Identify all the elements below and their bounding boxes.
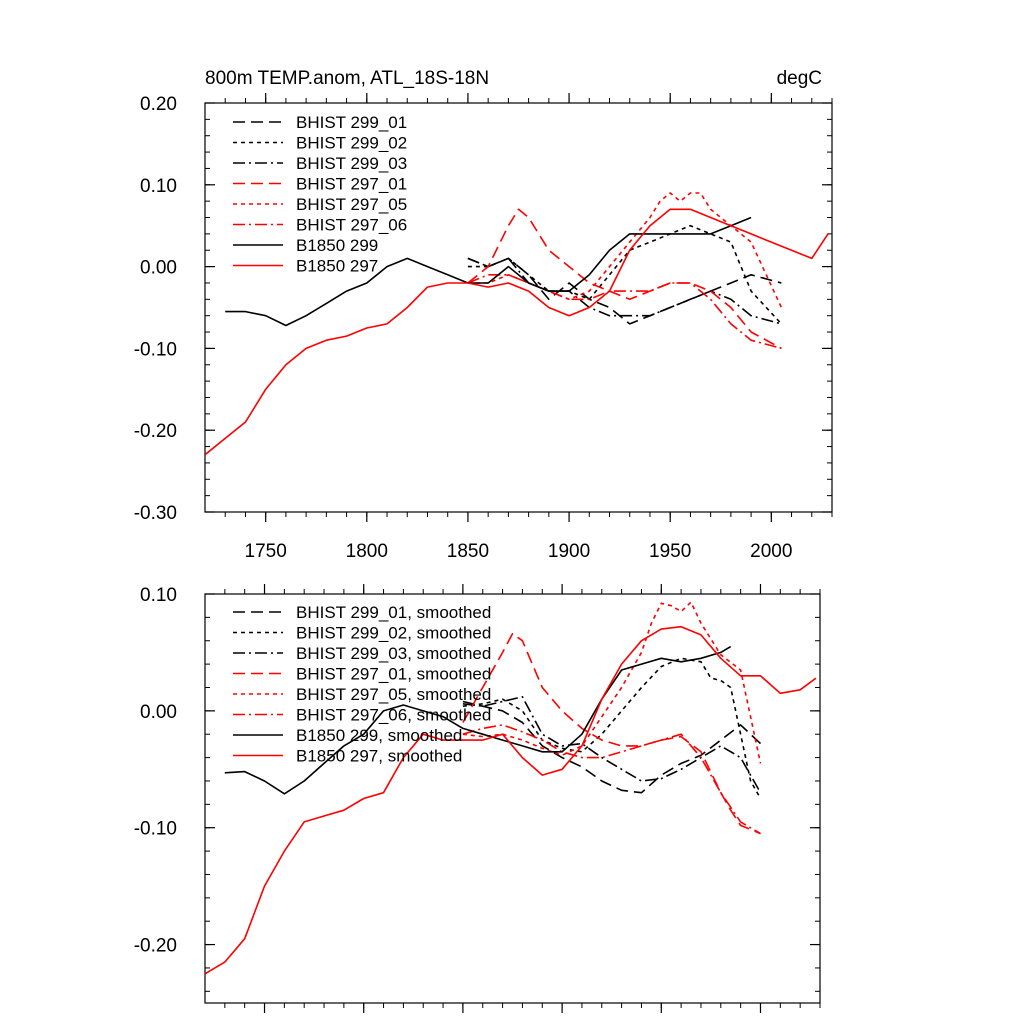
legend-label-7: B1850 297 — [296, 257, 378, 276]
y-tick-label: -0.10 — [134, 339, 177, 360]
legend-label-5: BHIST 297_06, smoothed — [296, 706, 491, 725]
y-tick-label: -0.20 — [134, 421, 177, 442]
legend-label-1: BHIST 299_02, smoothed — [296, 624, 491, 643]
x-tick-label: 1950 — [649, 541, 691, 562]
legend-label-2: BHIST 299_03, smoothed — [296, 644, 491, 663]
series-line-1 — [467, 224, 782, 325]
units-label: degC — [777, 68, 822, 89]
legend-label-1: BHIST 299_02 — [296, 134, 407, 153]
series-line-0 — [462, 700, 762, 794]
y-tick-label: 0.20 — [140, 94, 177, 115]
legend-label-4: BHIST 297_05, smoothed — [296, 685, 491, 704]
series-line-4 — [462, 601, 762, 764]
chart-title: 800m TEMP.anom, ATL_18S-18N — [205, 68, 489, 89]
series-line-3 — [462, 632, 761, 835]
series-line-2 — [462, 695, 762, 794]
x-tick-label: 1750 — [245, 541, 287, 562]
legend-label-7: B1850 297, smoothed — [296, 747, 462, 766]
legend-label-3: BHIST 297_01 — [296, 175, 407, 194]
y-tick-label: 0.00 — [140, 258, 177, 279]
series-line-0 — [467, 257, 782, 325]
legend-label-3: BHIST 297_01, smoothed — [296, 665, 491, 684]
series-group — [205, 601, 817, 975]
y-tick-label: 0.00 — [140, 702, 177, 723]
series-line-4 — [467, 192, 783, 308]
y-tick-label: -0.30 — [134, 503, 177, 524]
legend-label-2: BHIST 299_03 — [296, 154, 407, 173]
series-line-1 — [462, 657, 762, 799]
series-line-5 — [462, 724, 761, 835]
series-line-6 — [224, 645, 732, 795]
x-tick-label: 2000 — [750, 541, 792, 562]
plot-frame — [204, 593, 821, 1004]
series-line-5 — [467, 273, 782, 350]
x-tick-label: 1800 — [346, 541, 388, 562]
series-line-6 — [225, 216, 752, 327]
legend-label-6: B1850 299, smoothed — [296, 726, 462, 745]
plot-frame — [204, 102, 833, 513]
legend-label-4: BHIST 297_05 — [296, 195, 407, 214]
top-panel: 800m TEMP.anom, ATL_18S-18N degC 0.20 0.10 0… — [134, 68, 833, 562]
x-tick-label: 1900 — [548, 541, 590, 562]
legend-label-0: BHIST 299_01, smoothed — [296, 603, 491, 622]
legend-label-5: BHIST 297_06 — [296, 216, 407, 235]
legend-label-6: B1850 299 — [296, 236, 378, 255]
y-tick-label: -0.20 — [134, 936, 177, 957]
series-line-7 — [205, 625, 817, 975]
legend-label-0: BHIST 299_01 — [296, 113, 407, 132]
y-tick-label: -0.10 — [134, 819, 177, 840]
x-tick-label: 1850 — [447, 541, 489, 562]
series-line-7 — [205, 208, 829, 456]
y-tick-label: 0.10 — [140, 585, 177, 606]
y-tick-label: 0.10 — [140, 176, 177, 197]
bottom-panel: 0.10 0.00 -0.10 -0.20 BHIST 299_01, smoothed… — [134, 584, 821, 1013]
series-group — [205, 192, 829, 456]
